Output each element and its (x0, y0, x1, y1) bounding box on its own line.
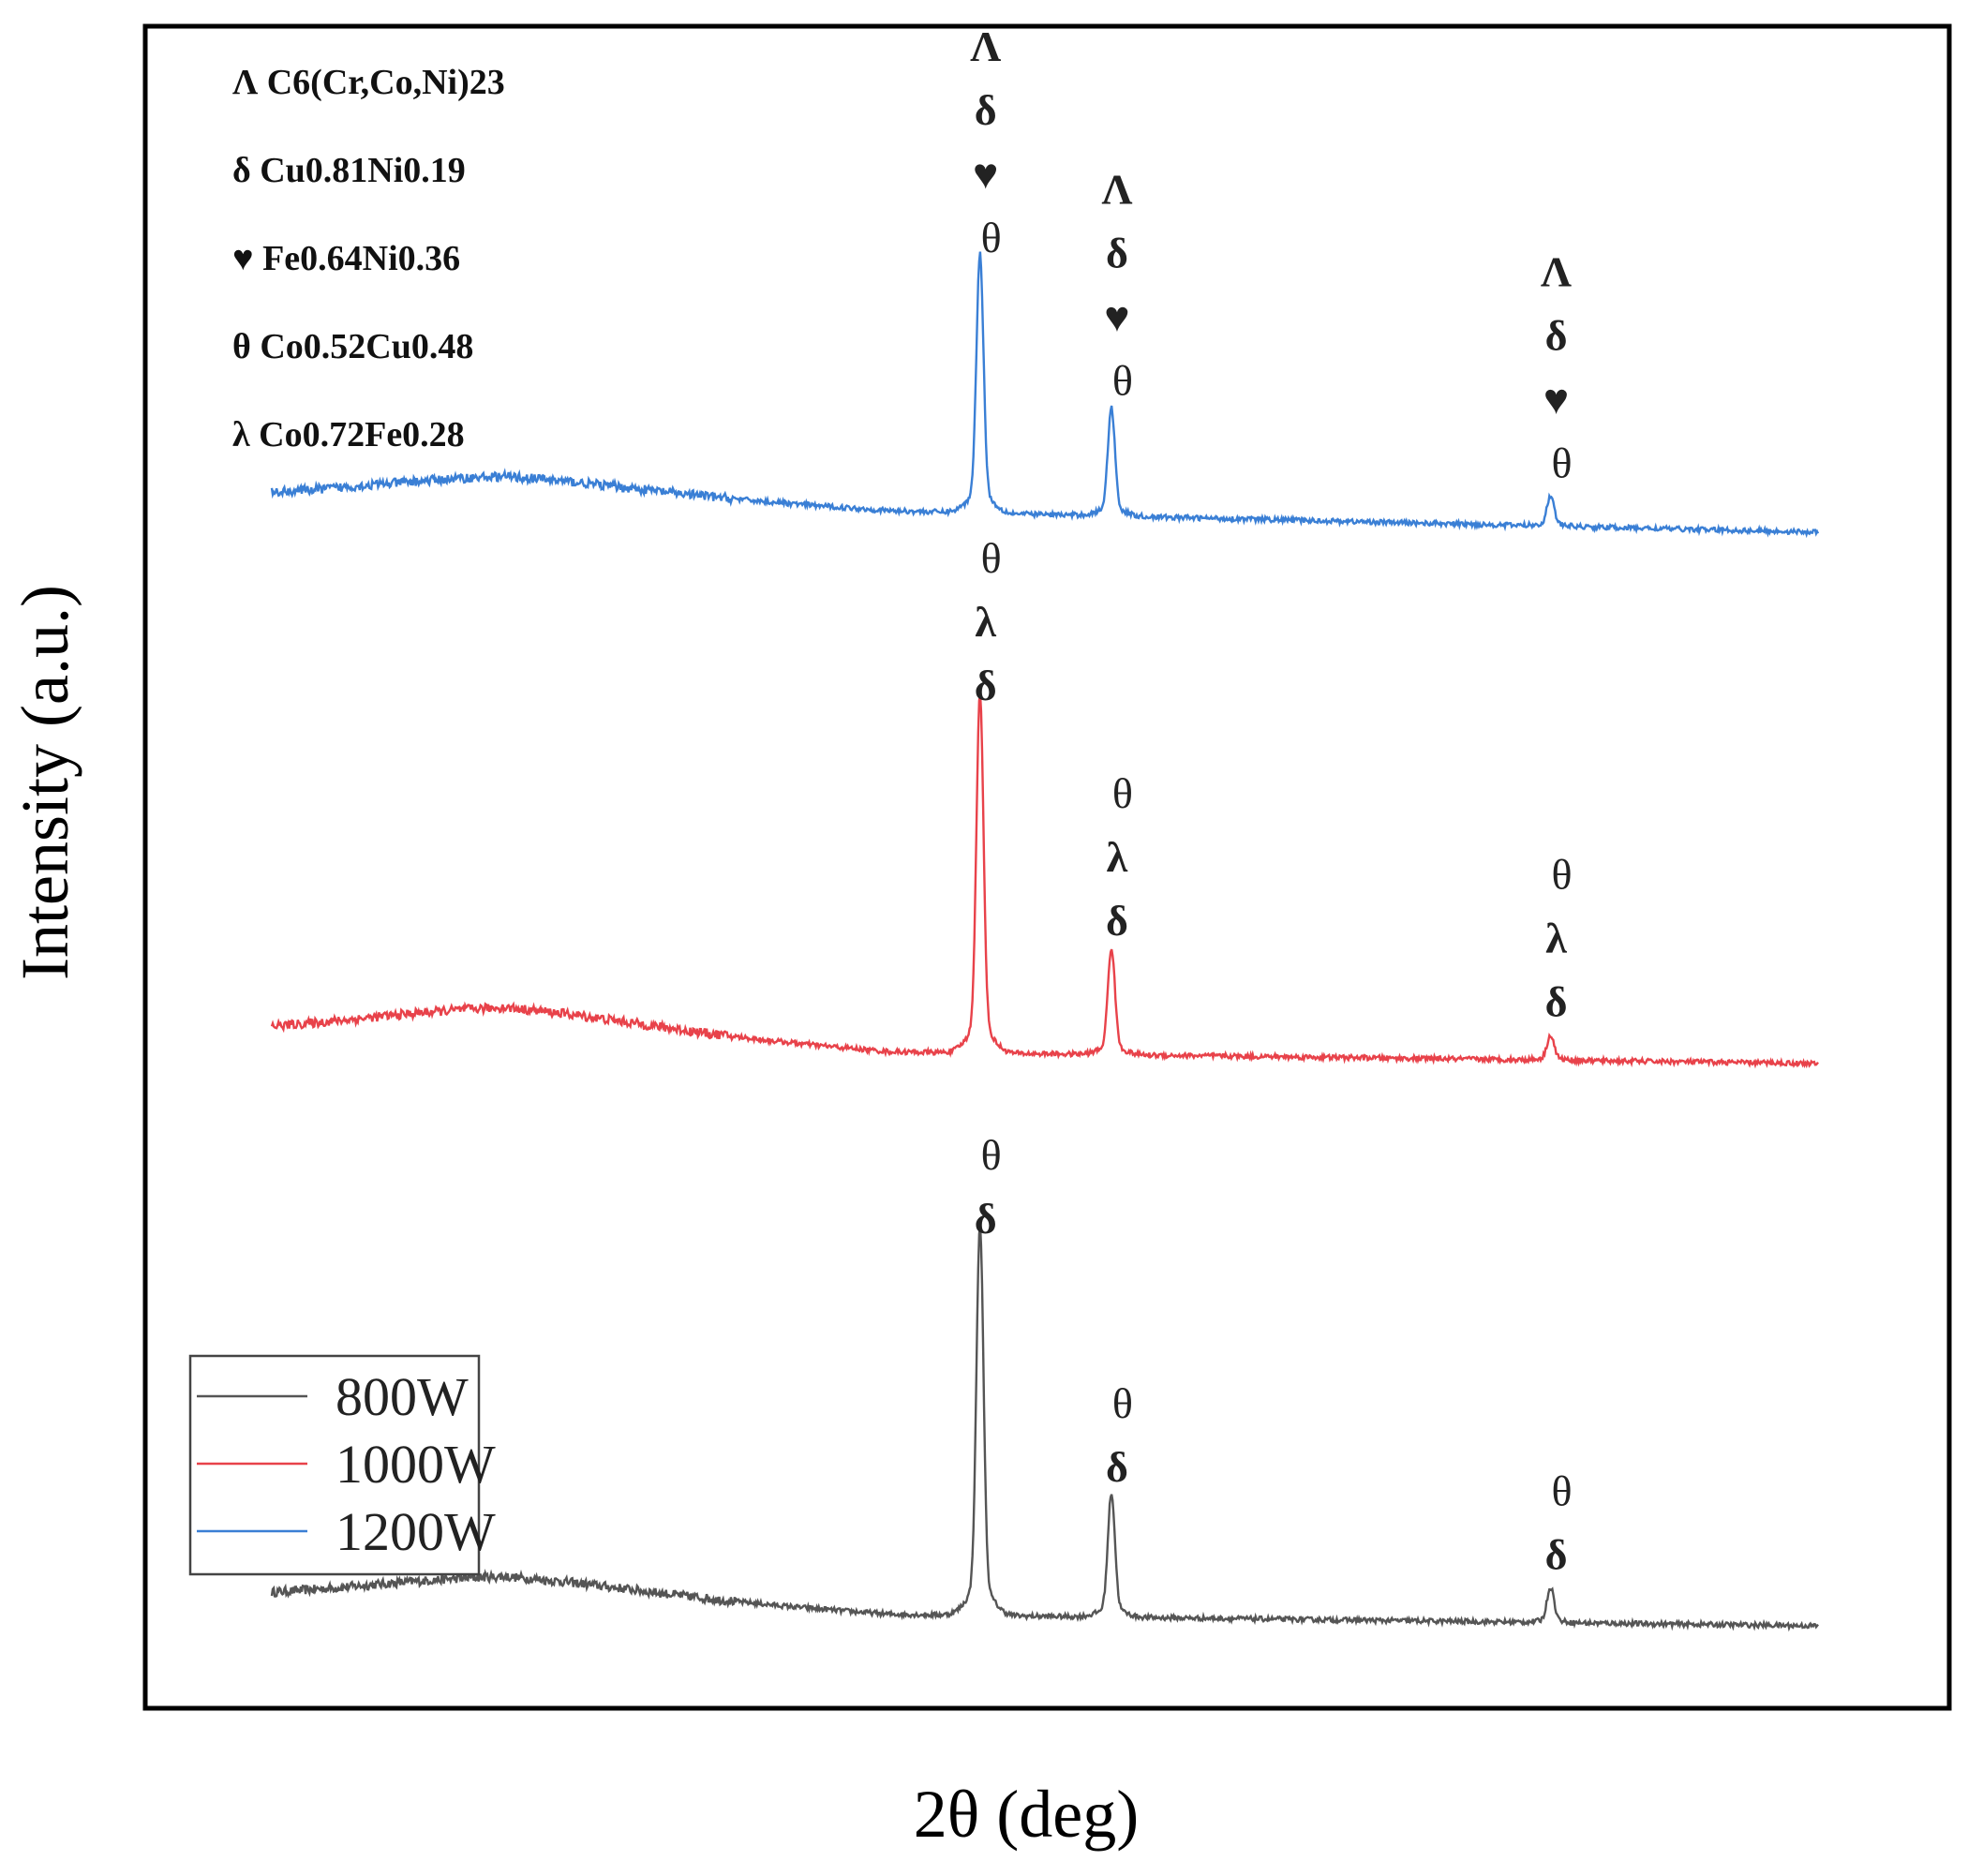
series-line-1000W (270, 692, 1819, 1069)
peak-label-800W-2-2: δ (1106, 1443, 1128, 1491)
peak-label-1200W-1-4: θ (981, 214, 1002, 261)
peak-label-1000W-1-3: δ (975, 662, 997, 709)
series-legend-label-1000W: 1000W (335, 1434, 496, 1495)
peak-label-1200W-2-1: Λ (1101, 166, 1132, 214)
phase-legend-entry-4: θ Co0.52Cu0.48 (232, 327, 473, 366)
phase-legend-entry-1: Λ C6(Cr,Co,Ni)23 (232, 63, 505, 102)
peak-label-1200W-3-2: δ (1545, 312, 1568, 360)
peak-label-1000W-3-3: δ (1545, 978, 1568, 1026)
phase-legend: Λ C6(Cr,Co,Ni)23 δ Cu0.81Ni0.19 ♥ Fe0.64Ni… (232, 63, 505, 454)
series-line-1200W (270, 251, 1820, 539)
peak-label-1200W-3-1: Λ (1541, 248, 1572, 296)
y-axis-title: Intensity (a.u.) (7, 585, 82, 980)
x-axis-title: 2θ (deg) (914, 1777, 1139, 1852)
phase-legend-entry-2: δ Cu0.81Ni0.19 (232, 151, 466, 190)
peak-label-1200W-2-2: δ (1106, 230, 1128, 277)
peak-label-1000W-2-3: δ (1106, 897, 1128, 945)
peak-label-1200W-3-3: ♥ (1543, 376, 1569, 424)
peak-label-1200W-3-4: θ (1552, 439, 1573, 487)
peak-label-1000W-1-1: θ (981, 534, 1002, 582)
peak-label-1200W-1-2: δ (975, 86, 997, 134)
peak-label-800W-1-2: δ (975, 1195, 997, 1243)
series-legend-box (188, 1354, 481, 1576)
peak-label-800W-3-2: δ (1545, 1530, 1568, 1578)
peak-label-1000W-3-1: θ (1552, 851, 1573, 899)
series-layer (270, 251, 1820, 1632)
series-legend-label-1200W: 1200W (335, 1501, 496, 1562)
series-line-800W (270, 1223, 1819, 1632)
peak-label-1000W-3-2: λ (1545, 915, 1567, 962)
peak-label-1200W-1-3: ♥ (973, 150, 998, 198)
series-legend-label-800W: 800W (335, 1366, 469, 1427)
phase-legend-entry-3: ♥ Fe0.64Ni0.36 (232, 239, 460, 278)
peak-label-800W-1-1: θ (981, 1131, 1002, 1179)
peak-label-1200W-1-1: Λ (970, 22, 1001, 70)
peak-label-1000W-2-1: θ (1112, 769, 1133, 817)
peak-label-1000W-2-2: λ (1107, 833, 1128, 881)
peak-label-1000W-1-2: λ (975, 598, 996, 646)
peak-label-800W-3-1: θ (1552, 1467, 1573, 1514)
peak-label-800W-2-1: θ (1112, 1379, 1133, 1427)
peak-label-1200W-2-4: θ (1112, 357, 1133, 405)
phase-legend-entry-5: λ Co0.72Fe0.28 (232, 415, 465, 454)
peak-label-1200W-2-3: ♥ (1104, 293, 1129, 341)
